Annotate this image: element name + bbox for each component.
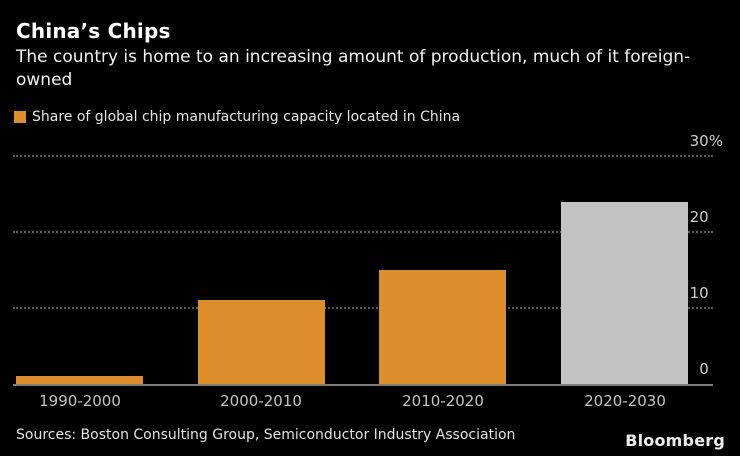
y-axis-tick-label-10: 10% (689, 284, 709, 302)
y-axis-tick-label-20: 20% (689, 208, 709, 226)
bar-2010-2020 (379, 270, 506, 384)
y-axis-tick-label-30: 30% (689, 132, 723, 150)
chart-subtitle: The country is home to an increasing amo… (16, 47, 691, 90)
bar-2020-2030 (561, 202, 688, 384)
legend: Share of global chip manufacturing capac… (14, 109, 460, 125)
legend-swatch-icon (14, 111, 26, 123)
bar-2000-2010 (198, 300, 325, 384)
gridline-30 (13, 155, 713, 157)
sources-text: Sources: Boston Consulting Group, Semico… (16, 427, 516, 443)
gridline-20 (13, 231, 713, 233)
chart-title: China’s Chips (16, 19, 171, 43)
bar-1990-2000 (16, 376, 143, 384)
x-axis-category-label-2000-2010: 2000-2010 (220, 392, 302, 410)
x-axis-category-label-2010-2020: 2010-2020 (402, 392, 484, 410)
bloomberg-logo: Bloomberg (625, 431, 725, 450)
x-axis-category-label-1990-2000: 1990-2000 (39, 392, 121, 410)
x-axis-category-label-2020-2030: 2020-2030 (584, 392, 666, 410)
x-axis-baseline (13, 384, 713, 386)
y-axis-tick-label-0: 0% (699, 360, 709, 378)
gridline-10 (13, 307, 713, 309)
legend-label: Share of global chip manufacturing capac… (32, 109, 461, 125)
